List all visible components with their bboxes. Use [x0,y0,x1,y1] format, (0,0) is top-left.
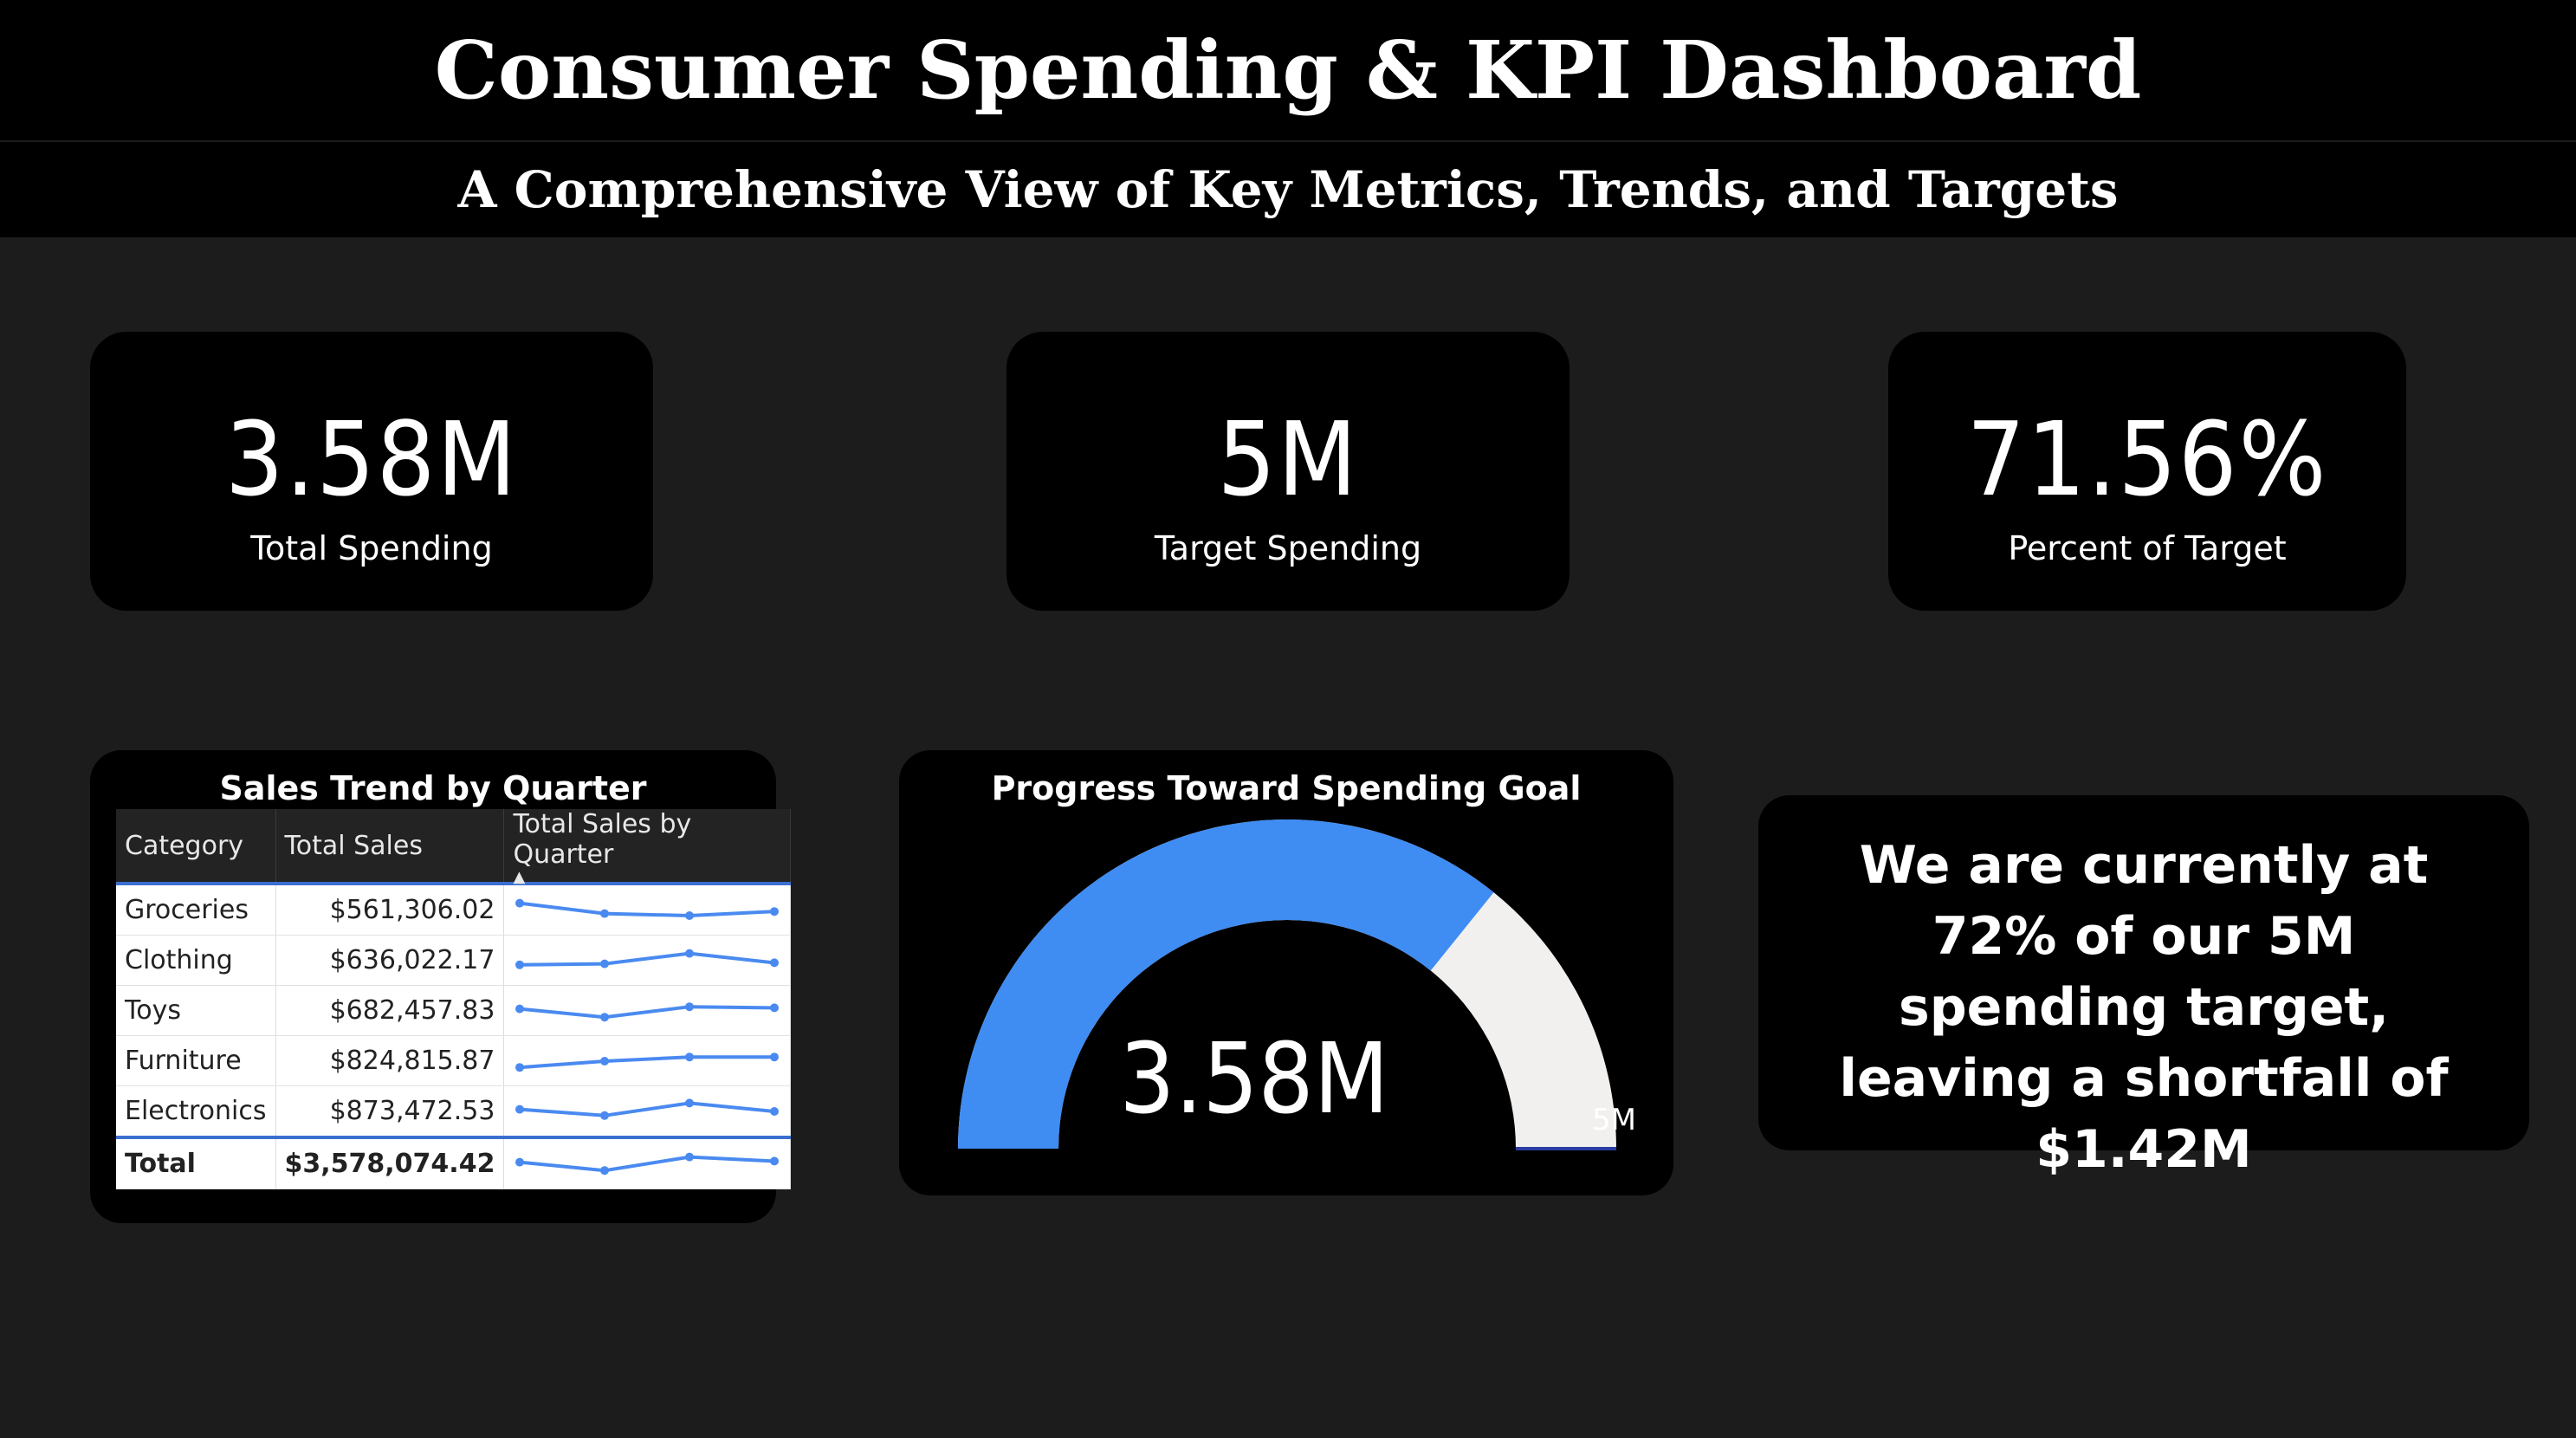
gauge-chart: 3.58M 5M [958,819,1636,1150]
category-cell: Clothing [116,935,276,986]
gauge-max-label: 5M [1592,1103,1636,1137]
sparkline-point [685,1152,695,1162]
trend-cell [503,1035,792,1086]
table-row[interactable]: Electronics $873,472.53 [116,1085,792,1138]
sparkline-point [770,957,780,967]
sparkline-point [515,1062,525,1072]
sort-ascending-icon[interactable]: ▲ [513,868,526,886]
sparkline-point [515,898,525,908]
sparkline-line [520,1054,775,1069]
sparkline-point [685,910,695,920]
dashboard-title: Consumer Spending & KPI Dashboard [434,23,2142,117]
sales-trend-title: Sales Trend by Quarter [219,769,647,807]
kpi-card-target-spending[interactable]: 5M Target Spending [1006,332,1570,611]
table-row[interactable]: Furniture $824,815.87 [116,1035,792,1086]
total-sales-cell: $3,578,074.42 [275,1136,505,1189]
gauge-panel[interactable]: Progress Toward Spending Goal 3.58M 5M [899,750,1673,1195]
sparkline-point [685,1052,695,1061]
kpi-label: Target Spending [1154,529,1422,567]
kpi-value: 5M [1217,399,1359,519]
category-cell: Electronics [116,1085,276,1138]
sparkline-point [770,1156,780,1165]
subtitle-bar: A Comprehensive View of Key Metrics, Tre… [0,142,2576,237]
sparkline-line [520,901,775,917]
sparkline-point [515,1157,525,1167]
gauge-value-arc [958,819,1494,1149]
sparkline-point [600,1012,610,1021]
sparkline-point [600,909,610,918]
category-cell: Total [116,1136,276,1189]
sparkline-point [770,1106,780,1116]
title-bar: Consumer Spending & KPI Dashboard [0,0,2576,140]
sparkline-point [600,1056,610,1066]
category-cell: Toys [116,985,276,1036]
column-header-total-sales[interactable]: Total Sales [275,809,505,884]
sparkline-point [515,960,525,969]
sparkline-point [770,906,780,916]
category-cell: Groceries [116,884,276,936]
sparkline [515,898,780,920]
sparkline [515,1001,780,1021]
trend-cell [503,884,792,936]
column-header-trend[interactable]: Total Sales by Quarter ▲ [503,809,792,886]
summary-text: We are currently at 72% of our 5M spendi… [1839,835,2449,1180]
sparkline-point [685,1001,695,1011]
kpi-card-total-spending[interactable]: 3.58M Total Spending [90,332,653,611]
trend-cell [503,935,792,986]
column-header-trend-label: Total Sales by Quarter [513,809,692,870]
sparkline-line [520,1155,775,1172]
table-row[interactable]: Toys $682,457.83 [116,985,792,1036]
sparkline-point [515,1104,525,1114]
sparkline [515,1098,780,1120]
total-sales-cell: $873,472.53 [275,1085,505,1138]
sparkline-point [600,1165,610,1175]
trend-cell [503,1085,792,1138]
sparkline-line [520,1004,775,1019]
kpi-label: Percent of Target [2008,529,2287,567]
sparkline-line [520,951,775,967]
kpi-card-percent-of-target[interactable]: 71.56% Percent of Target [1888,332,2406,611]
sparkline-point [770,1002,780,1012]
sparkline-line [520,1100,775,1117]
trend-cell [503,1136,792,1189]
sparkline-point [770,1052,780,1061]
sparkline-point [600,959,610,968]
table-row[interactable]: Clothing $636,022.17 [116,935,792,986]
total-sales-cell: $824,815.87 [275,1035,505,1086]
kpi-value: 71.56% [1966,399,2328,519]
kpi-value: 3.58M [225,399,518,519]
table-header-row: Category Total Sales Total Sales by Quar… [116,809,792,886]
sales-trend-panel[interactable]: Sales Trend by Quarter Category Total Sa… [90,750,792,1223]
gauge-value-label: 3.58M [1119,1023,1388,1136]
dashboard-subtitle: A Comprehensive View of Key Metrics, Tre… [457,160,2119,219]
total-sales-cell: $682,457.83 [275,985,505,1036]
column-header-category[interactable]: Category [116,809,276,884]
category-cell: Furniture [116,1035,276,1086]
sparkline-point [685,1098,695,1107]
total-sales-cell: $636,022.17 [275,935,505,986]
sparkline [515,1052,780,1072]
trend-cell [503,985,792,1036]
summary-card[interactable]: We are currently at 72% of our 5M spendi… [1758,795,2529,1180]
table-total-row[interactable]: Total $3,578,074.42 [116,1136,792,1189]
sales-table: Category Total Sales Total Sales by Quar… [116,809,792,1189]
table-row[interactable]: Groceries $561,306.02 [116,884,792,936]
gauge-title: Progress Toward Spending Goal [991,769,1582,807]
total-sales-cell: $561,306.02 [275,884,505,936]
sparkline-point [600,1111,610,1120]
kpi-label: Total Spending [250,529,493,567]
sparkline-point [685,949,695,958]
sparkline [515,949,780,969]
sparkline [515,1152,780,1175]
sparkline-point [515,1004,525,1014]
